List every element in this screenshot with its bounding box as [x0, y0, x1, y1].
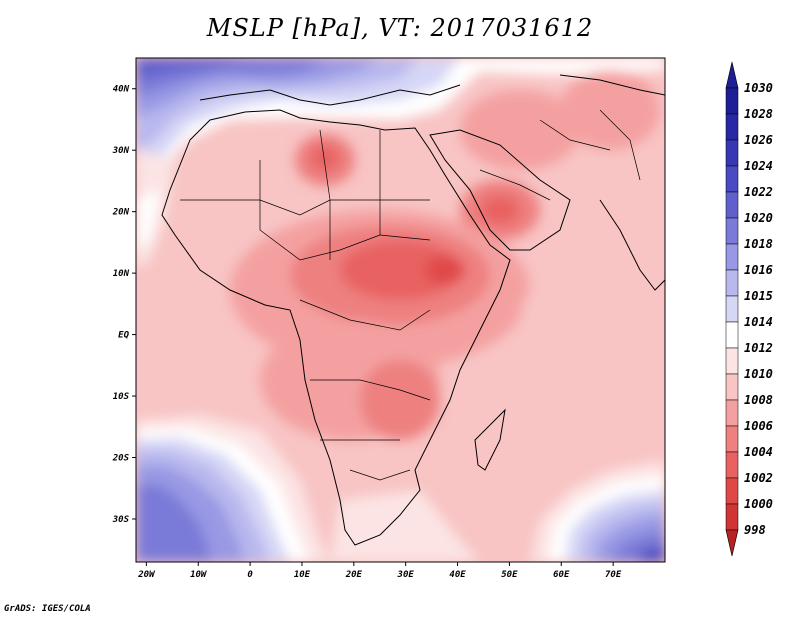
colorbar-swatch	[725, 295, 739, 323]
latitude-axis: 40N 30N 20N 10N EQ 10S 20S 30S	[112, 85, 136, 525]
colorbar-swatch	[725, 87, 739, 115]
colorbar-label: 1008	[744, 393, 773, 407]
lon-tick-label: 70E	[605, 570, 622, 580]
colorbar-swatch	[725, 139, 739, 167]
longitude-axis: 20W 10W 0 10E 20E 30E 40E 50E 60E 70E	[137, 562, 622, 580]
lon-tick-label: 60E	[553, 570, 570, 580]
colorbar-swatch	[725, 503, 739, 531]
colorbar-swatch	[725, 425, 739, 453]
colorbar-swatch	[725, 373, 739, 401]
lon-tick-label: 10E	[294, 570, 311, 580]
lon-tick-label: 40E	[449, 570, 466, 580]
colorbar-bottom-arrow	[725, 529, 739, 557]
colorbar-label: 1015	[744, 289, 773, 303]
lat-tick-label: 10N	[113, 269, 130, 279]
lat-tick-label: 20N	[112, 208, 130, 218]
lat-tick-label: 30S	[112, 515, 130, 525]
colorbar-swatch	[725, 321, 739, 349]
lat-tick-label: 20S	[112, 454, 130, 464]
colorbar-label: 1004	[744, 445, 773, 459]
map-frame	[135, 57, 666, 563]
colorbar-top-arrow	[725, 61, 739, 89]
colorbar-label: 1016	[744, 263, 773, 277]
colorbar-label: 1006	[744, 419, 773, 433]
colorbar-label: 1014	[744, 315, 773, 329]
lat-tick-label: 30N	[112, 146, 130, 156]
coastlines	[161, 74, 665, 546]
lat-tick-label: 10S	[113, 392, 130, 402]
colorbar-label: 1030	[744, 81, 773, 95]
colorbar-label: 1020	[744, 211, 773, 225]
colorbar-swatch	[725, 243, 739, 271]
colorbar-label: 1024	[744, 159, 773, 173]
colorbar-swatch	[725, 347, 739, 375]
colorbar-label: 1002	[744, 471, 773, 485]
lat-tick-label: EQ	[118, 331, 129, 341]
chart-title: MSLP [hPa], VT: 2017031612	[206, 14, 594, 42]
lon-tick-label: 30E	[397, 570, 415, 580]
lat-tick-label: 40N	[113, 85, 130, 95]
colorbar-swatch	[725, 191, 739, 219]
colorbar-swatch	[725, 165, 739, 193]
colorbar-swatch	[725, 217, 739, 245]
lon-tick-label: 20W	[137, 570, 156, 580]
colorbar-label: 1012	[744, 341, 773, 355]
colorbar: 1030 1028 1026 1024 1022 1020 1018 1016 1015 1014…	[725, 61, 773, 557]
colorbar-swatch	[725, 451, 739, 479]
colorbar-label: 1022	[744, 185, 773, 199]
colorbar-swatch	[725, 269, 739, 297]
lon-tick-label: 20E	[345, 570, 363, 580]
colorbar-swatch	[725, 477, 739, 505]
colorbar-label: 1026	[744, 133, 773, 147]
grads-credit: GrADS: IGES/COLA	[4, 604, 91, 614]
colorbar-swatch	[725, 399, 739, 427]
country-borders	[180, 109, 641, 481]
colorbar-label: 1028	[744, 107, 773, 121]
lon-tick-label: 0	[247, 570, 253, 580]
lon-tick-label: 10W	[190, 570, 208, 580]
colorbar-label: 1018	[744, 237, 773, 251]
colorbar-swatch	[725, 113, 739, 141]
colorbar-label: 1000	[744, 497, 773, 511]
lon-tick-label: 50E	[501, 570, 518, 580]
colorbar-label: 1010	[744, 367, 773, 381]
colorbar-label: 998	[744, 523, 766, 537]
pressure-field	[136, 58, 665, 562]
